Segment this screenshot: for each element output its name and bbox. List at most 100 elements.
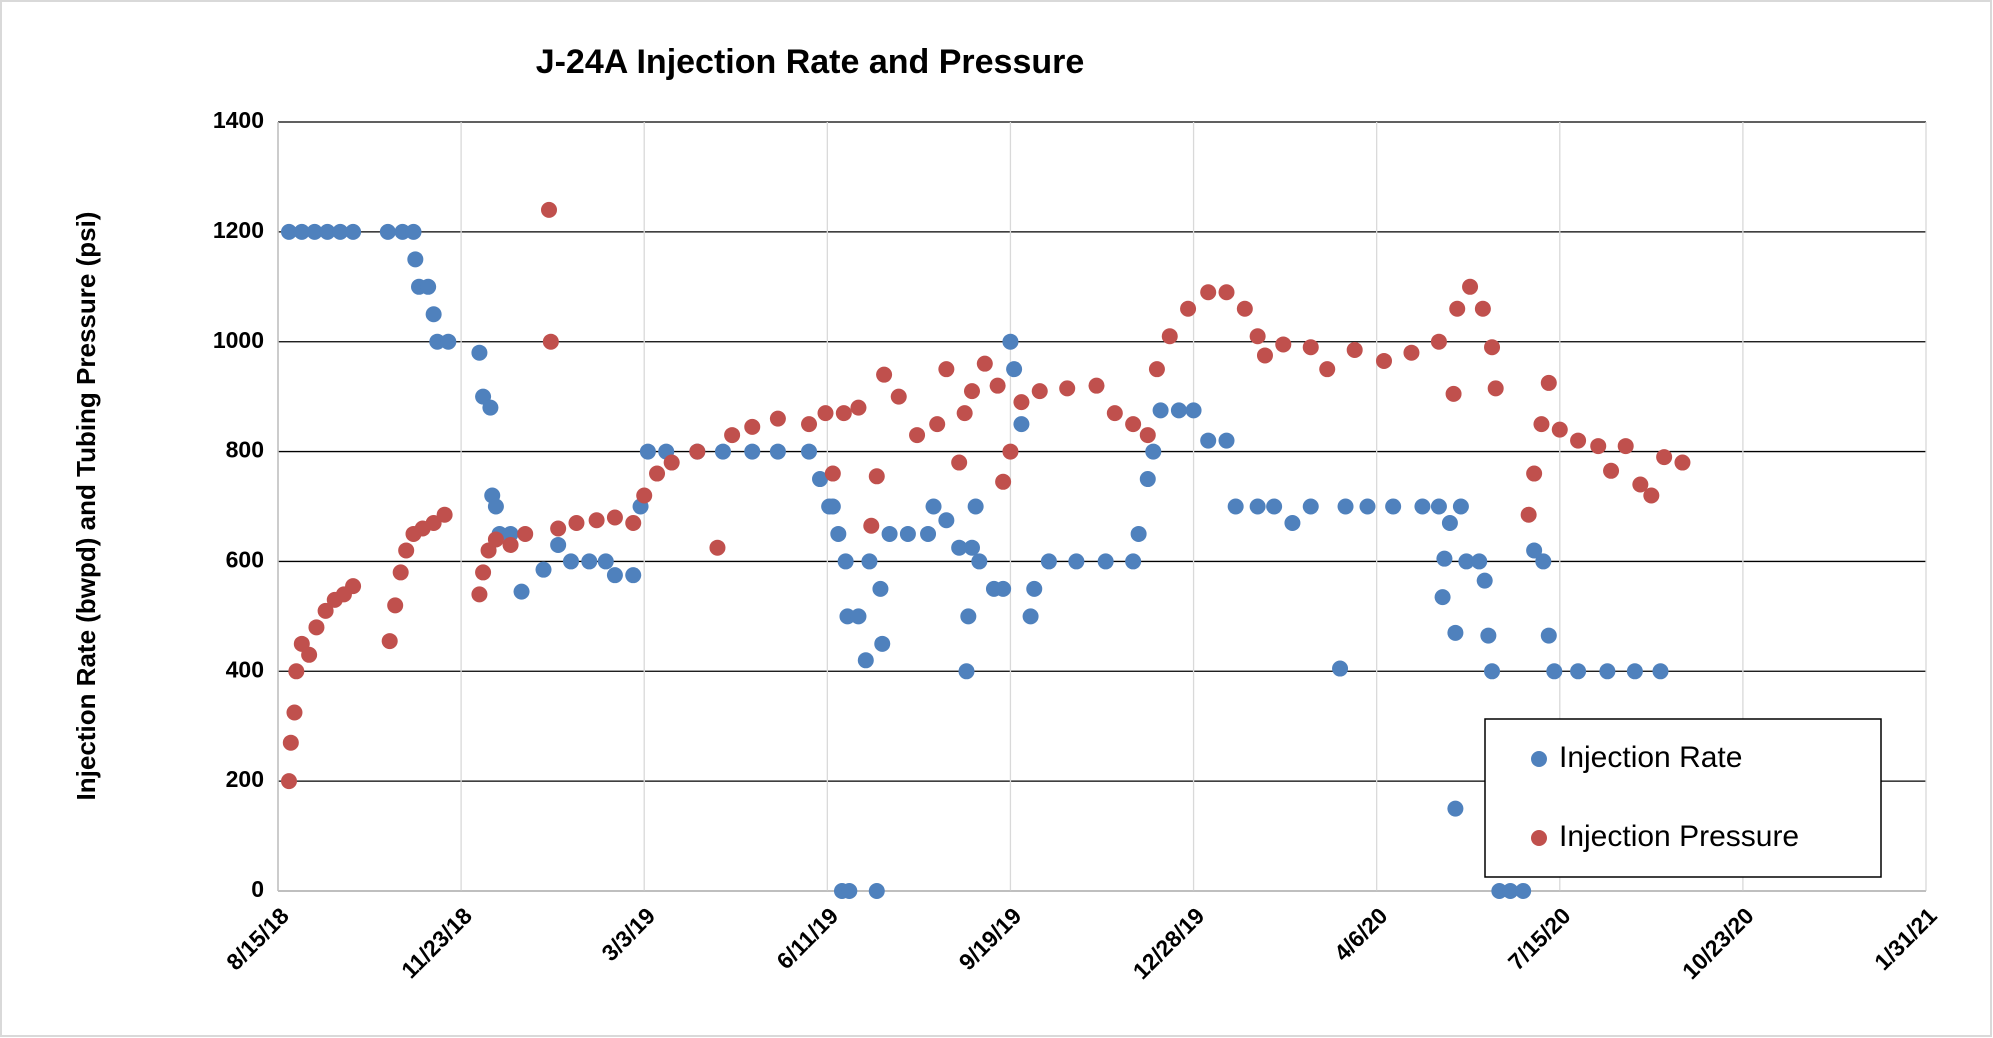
data-point xyxy=(482,399,499,416)
data-point xyxy=(1502,883,1519,899)
data-point xyxy=(1031,383,1048,400)
data-point xyxy=(960,608,977,625)
data-point xyxy=(1617,438,1634,455)
data-point xyxy=(801,416,818,433)
data-point xyxy=(744,443,761,460)
data-point xyxy=(824,498,841,515)
data-point xyxy=(1533,416,1550,433)
data-point xyxy=(639,443,656,460)
data-point xyxy=(1436,550,1453,567)
data-point xyxy=(876,366,893,383)
y-tick-label: 800 xyxy=(226,437,264,463)
data-point xyxy=(1643,487,1660,504)
data-point xyxy=(1013,394,1030,411)
data-point xyxy=(517,525,534,542)
data-point xyxy=(817,405,834,422)
data-point xyxy=(425,514,442,531)
data-point xyxy=(471,344,488,361)
data-point xyxy=(1125,553,1142,570)
data-point xyxy=(286,704,303,721)
data-point xyxy=(839,608,856,625)
data-point xyxy=(1266,498,1283,515)
data-point xyxy=(1161,328,1178,345)
data-point xyxy=(850,608,867,625)
data-point xyxy=(1441,514,1458,531)
data-point xyxy=(929,416,946,433)
data-point xyxy=(1484,339,1501,356)
data-point xyxy=(1332,660,1349,677)
marks xyxy=(280,201,1691,899)
data-point xyxy=(1218,284,1235,301)
data-point xyxy=(1385,498,1402,515)
data-point xyxy=(744,418,761,435)
legend-box xyxy=(1484,718,1882,878)
data-point xyxy=(938,361,955,378)
data-point xyxy=(1449,300,1466,317)
data-point xyxy=(625,567,642,584)
data-point xyxy=(1236,300,1253,317)
data-point xyxy=(801,443,818,460)
data-point xyxy=(1249,328,1266,345)
data-point xyxy=(1139,427,1156,444)
data-point xyxy=(1170,402,1187,419)
data-point xyxy=(1430,333,1447,350)
data-point xyxy=(293,223,310,240)
y-tick-label: 400 xyxy=(226,656,264,682)
data-point xyxy=(1006,361,1023,378)
data-point xyxy=(850,399,867,416)
data-point xyxy=(317,602,334,619)
legend: Injection Rate Injection Pressure xyxy=(1484,718,1882,878)
data-point xyxy=(995,473,1012,490)
data-point xyxy=(835,405,852,422)
data-point xyxy=(1414,498,1431,515)
data-point xyxy=(925,498,942,515)
data-point xyxy=(1200,284,1217,301)
data-point xyxy=(282,734,299,751)
data-point xyxy=(550,520,567,537)
data-point xyxy=(562,553,579,570)
data-point xyxy=(1471,553,1488,570)
data-point xyxy=(951,539,968,556)
data-point xyxy=(1200,432,1217,449)
data-point xyxy=(606,509,623,526)
chart-title: J-24A Injection Rate and Pressure xyxy=(536,43,1085,81)
data-point xyxy=(381,633,398,650)
data-point xyxy=(1148,361,1165,378)
data-point xyxy=(1540,374,1557,391)
data-point xyxy=(958,663,975,680)
data-point xyxy=(1540,627,1557,644)
data-point xyxy=(709,539,726,556)
data-point xyxy=(1484,663,1501,680)
data-point xyxy=(1447,800,1464,817)
data-point xyxy=(1515,883,1532,899)
data-point xyxy=(769,443,786,460)
data-point xyxy=(956,405,973,422)
data-point xyxy=(280,223,297,240)
data-point xyxy=(1088,377,1105,394)
data-point xyxy=(881,525,898,542)
data-point xyxy=(995,580,1012,597)
data-point xyxy=(1526,465,1543,482)
data-point xyxy=(1480,627,1497,644)
data-point xyxy=(487,531,504,548)
data-point xyxy=(1185,402,1202,419)
data-point xyxy=(874,635,891,652)
data-point xyxy=(398,542,415,559)
data-point xyxy=(868,883,885,899)
data-point xyxy=(1040,553,1057,570)
data-point xyxy=(857,652,874,669)
data-point xyxy=(1487,380,1504,397)
data-point xyxy=(769,410,786,427)
data-point xyxy=(1674,454,1691,471)
data-point xyxy=(1256,347,1273,364)
data-point xyxy=(1458,553,1475,570)
y-axis-title: Injection Rate (bwpd) and Tubing Pressur… xyxy=(71,212,101,801)
data-point xyxy=(550,536,567,553)
data-point xyxy=(1599,663,1616,680)
y-tick-label: 1000 xyxy=(213,327,264,353)
data-point xyxy=(502,536,519,553)
data-point xyxy=(1570,432,1587,449)
data-point xyxy=(1249,498,1266,515)
data-point xyxy=(1002,443,1019,460)
